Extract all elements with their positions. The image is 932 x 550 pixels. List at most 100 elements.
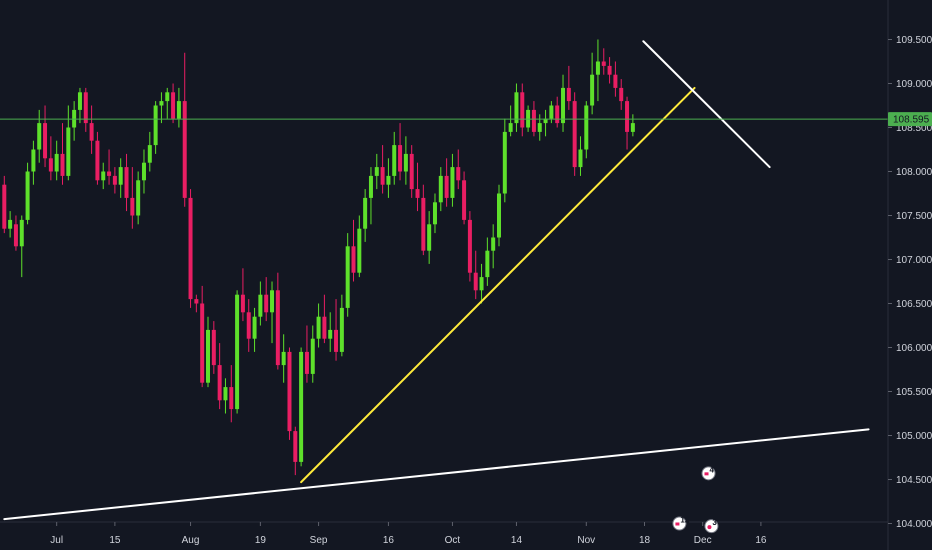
event-marker[interactable]: 12 — [672, 516, 690, 531]
candle-body — [124, 167, 129, 198]
candle-body — [374, 167, 379, 176]
candle-body — [456, 167, 461, 181]
flag-icon — [675, 522, 680, 526]
flag-icon — [704, 472, 709, 476]
time-axis[interactable]: Jul 15 Aug 19 Sep 16 Oct 14 Nov 18 Dec 16 — [50, 522, 767, 546]
candle-body — [60, 153, 65, 176]
candle-body — [316, 316, 321, 339]
candle-body — [549, 105, 554, 119]
candle-body — [95, 140, 100, 181]
candle-body — [48, 158, 53, 172]
candle-body — [182, 101, 187, 198]
candle-body — [322, 316, 327, 339]
trend-lines-layer[interactable] — [3, 40, 870, 521]
candle-body — [590, 74, 595, 106]
candle-body — [595, 61, 600, 75]
event-marker-circle — [704, 519, 719, 534]
candle-body — [264, 294, 269, 313]
event-markers[interactable]: 12 4 3 — [672, 465, 719, 534]
time-tick-label: Jul — [50, 535, 63, 546]
trend-line-white[interactable] — [3, 428, 870, 521]
candle-body — [77, 92, 82, 110]
price-tick-label: 107.500 — [896, 211, 932, 222]
price-tick-label: 105.000 — [896, 431, 932, 442]
candle-body — [304, 351, 309, 374]
current-price-label-bg — [888, 112, 932, 127]
candle-body — [223, 387, 228, 401]
candle-body — [403, 153, 408, 172]
time-tick-label: Dec — [694, 535, 712, 546]
candle-body — [438, 175, 443, 203]
candle-body — [141, 162, 146, 181]
candle-body — [83, 92, 88, 124]
time-tick-label: Aug — [182, 535, 200, 546]
event-marker-count: 3 — [712, 518, 717, 527]
candle-body — [229, 387, 234, 410]
candle-body — [200, 303, 205, 383]
candle-body — [613, 74, 618, 88]
trend-line-white[interactable] — [642, 40, 771, 169]
candle-body — [252, 316, 257, 339]
current-price-label: 108.595 — [888, 112, 932, 127]
candle-body — [520, 92, 525, 128]
candle-body — [514, 92, 519, 124]
price-tick-label: 107.000 — [896, 255, 932, 266]
candle-body — [8, 219, 13, 229]
candle-body — [572, 101, 577, 168]
candle-body — [607, 65, 612, 75]
candle-body — [101, 171, 106, 181]
candle-body — [566, 87, 571, 102]
candle-body — [136, 180, 141, 216]
candle-body — [491, 237, 496, 251]
candle-body — [37, 123, 42, 150]
time-tick-label: 16 — [383, 535, 395, 546]
price-tick-label: 109.000 — [896, 79, 932, 90]
candle-body — [299, 351, 304, 462]
candle-body — [328, 329, 333, 339]
candle-body — [165, 92, 170, 102]
candle-body — [287, 351, 292, 432]
trend-line-yellow[interactable] — [300, 86, 696, 484]
candle-body — [275, 290, 280, 366]
candle-body — [625, 101, 630, 132]
candle-body — [601, 61, 606, 66]
candle-body — [450, 167, 455, 198]
candle-body — [467, 219, 472, 273]
time-tick-label: 14 — [511, 535, 523, 546]
candle-body — [66, 127, 71, 176]
candle-body — [398, 145, 403, 172]
candle-body — [561, 87, 566, 124]
candle-body — [421, 197, 426, 251]
candle-body — [368, 175, 373, 198]
time-tick-label: 19 — [255, 535, 267, 546]
candle-body — [153, 105, 158, 146]
event-marker[interactable]: 3 — [704, 518, 719, 534]
candle-body — [415, 189, 420, 198]
candle-body — [531, 109, 536, 132]
candle-body — [502, 131, 507, 194]
candle-body — [584, 105, 589, 150]
candle-body — [240, 294, 245, 313]
candle-body — [171, 92, 176, 119]
candle-body — [392, 145, 397, 176]
event-marker[interactable]: 4 — [701, 465, 716, 481]
candle-body — [578, 149, 583, 168]
candle-body — [130, 197, 135, 216]
candle-body — [432, 202, 437, 225]
candle-body — [555, 105, 560, 124]
candle-body — [270, 290, 275, 313]
price-tick-label: 104.500 — [896, 475, 932, 486]
candle-body — [380, 167, 385, 185]
candle-body — [118, 167, 123, 185]
candle-body — [112, 175, 117, 185]
price-tick-label: 104.000 — [896, 519, 932, 530]
dot-icon — [707, 525, 712, 530]
candle-body — [235, 294, 240, 410]
candle-body — [54, 153, 59, 172]
candle-body — [13, 224, 18, 247]
candle-body — [159, 101, 164, 106]
price-axis[interactable]: 104.000 104.500 105.000 105.500 106.000 106.5… — [888, 35, 932, 530]
candle-body — [485, 250, 490, 278]
candle-body — [258, 294, 263, 317]
